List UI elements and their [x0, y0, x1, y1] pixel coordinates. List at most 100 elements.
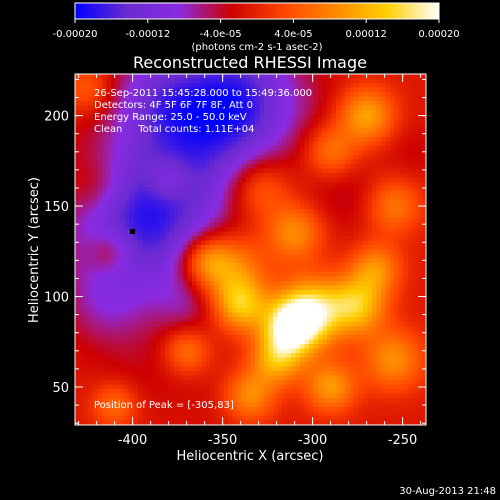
heatmap-cell — [259, 182, 265, 188]
heatmap-cell — [318, 227, 324, 233]
heatmap-cell — [273, 321, 279, 327]
heatmap-cell — [331, 294, 337, 300]
heatmap-cell — [336, 87, 342, 93]
heatmap-cell — [120, 218, 126, 224]
heatmap-cell — [219, 353, 225, 359]
heatmap-cell — [219, 236, 225, 242]
heatmap-cell — [106, 240, 112, 246]
heatmap-cell — [84, 173, 90, 179]
heatmap-cell — [205, 326, 211, 332]
heatmap-cell — [174, 96, 180, 102]
heatmap-cell — [313, 110, 319, 116]
heatmap-cell — [187, 330, 193, 336]
heatmap-cell — [228, 177, 234, 183]
heatmap-cell — [201, 258, 207, 264]
heatmap-cell — [376, 281, 382, 287]
heatmap-cell — [403, 150, 409, 156]
heatmap-cell — [282, 290, 288, 296]
heatmap-cell — [367, 204, 373, 210]
heatmap-cell — [174, 290, 180, 296]
heatmap-cell — [210, 254, 216, 260]
heatmap-cell — [354, 159, 360, 165]
heatmap-cell — [412, 317, 418, 323]
heatmap-cell — [183, 128, 189, 134]
heatmap-cell — [309, 258, 315, 264]
heatmap-cell — [300, 339, 306, 345]
heatmap-cell — [133, 272, 139, 278]
heatmap-cell — [417, 191, 423, 197]
heatmap-cell — [358, 326, 364, 332]
heatmap-cell — [174, 312, 180, 318]
heatmap-cell — [147, 114, 153, 120]
heatmap-cell — [84, 272, 90, 278]
heatmap-cell — [255, 155, 261, 161]
heatmap-cell — [336, 141, 342, 147]
heatmap-cell — [187, 101, 193, 107]
heatmap-cell — [183, 357, 189, 363]
heatmap-image — [75, 74, 426, 425]
heatmap-cell — [309, 137, 315, 143]
heatmap-cell — [79, 137, 85, 143]
heatmap-cell — [228, 339, 234, 345]
heatmap-cell — [232, 78, 238, 84]
heatmap-cell — [313, 267, 319, 273]
heatmap-cell — [228, 231, 234, 237]
heatmap-cell — [250, 141, 256, 147]
heatmap-cell — [160, 267, 166, 273]
heatmap-cell — [399, 263, 405, 269]
heatmap-cell — [84, 308, 90, 314]
heatmap-cell — [147, 281, 153, 287]
heatmap-cell — [196, 168, 202, 174]
heatmap-cell — [237, 114, 243, 120]
heatmap-cell — [210, 218, 216, 224]
heatmap-cell — [286, 146, 292, 152]
heatmap-cell — [75, 96, 81, 102]
heatmap-cell — [331, 281, 337, 287]
heatmap-cell — [196, 344, 202, 350]
heatmap-cell — [115, 281, 121, 287]
heatmap-cell — [165, 137, 171, 143]
heatmap-cell — [115, 96, 121, 102]
heatmap-cell — [358, 254, 364, 260]
heatmap-cell — [309, 249, 315, 255]
heatmap-cell — [394, 285, 400, 291]
heatmap-cell — [304, 92, 310, 98]
heatmap-cell — [367, 308, 373, 314]
heatmap-cell — [264, 92, 270, 98]
heatmap-cell — [417, 218, 423, 224]
heatmap-cell — [219, 263, 225, 269]
heatmap-cell — [151, 348, 157, 354]
heatmap-cell — [394, 303, 400, 309]
heatmap-cell — [192, 353, 198, 359]
heatmap-cell — [93, 236, 99, 242]
heatmap-cell — [115, 150, 121, 156]
heatmap-cell — [214, 83, 220, 89]
heatmap-cell — [156, 254, 162, 260]
heatmap-cell — [192, 290, 198, 296]
heatmap-cell — [358, 114, 364, 120]
heatmap-cell — [187, 276, 193, 282]
heatmap-cell — [183, 299, 189, 305]
heatmap-cell — [412, 272, 418, 278]
heatmap-cell — [421, 236, 426, 242]
heatmap-cell — [268, 276, 274, 282]
heatmap-cell — [255, 114, 261, 120]
heatmap-cell — [210, 155, 216, 161]
heatmap-cell — [286, 267, 292, 273]
heatmap-cell — [268, 87, 274, 93]
heatmap-cell — [390, 294, 396, 300]
heatmap-cell — [318, 281, 324, 287]
heatmap-cell — [165, 74, 171, 80]
heatmap-cell — [358, 146, 364, 152]
heatmap-cell — [214, 330, 220, 336]
heatmap-cell — [106, 168, 112, 174]
heatmap-cell — [133, 344, 139, 350]
heatmap-cell — [102, 123, 108, 129]
heatmap-cell — [97, 78, 103, 84]
heatmap-cell — [264, 290, 270, 296]
heatmap-cell — [93, 141, 99, 147]
heatmap-cell — [363, 101, 369, 107]
heatmap-cell — [372, 78, 378, 84]
heatmap-cell — [192, 213, 198, 219]
heatmap-cell — [417, 141, 423, 147]
